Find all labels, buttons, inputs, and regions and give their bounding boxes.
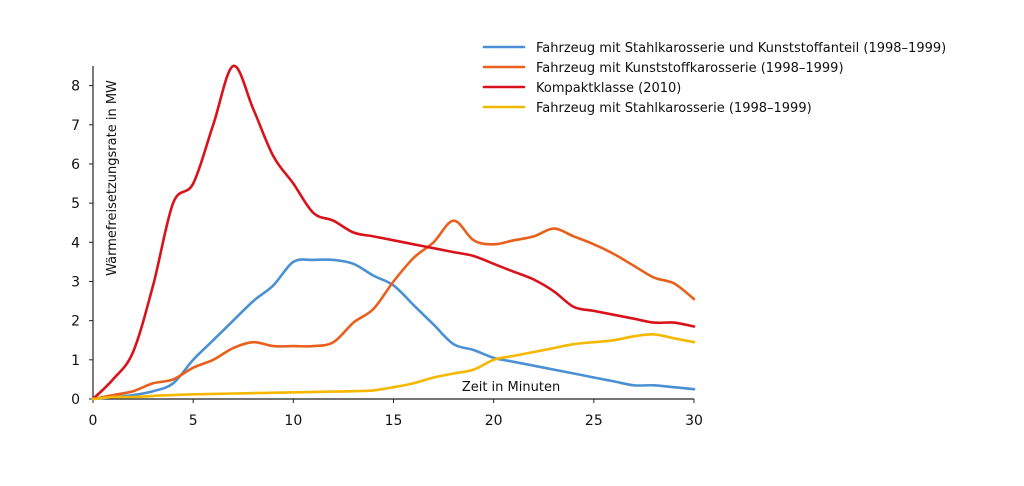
y-tick-label: 3	[71, 274, 80, 290]
y-tick-label: 8	[71, 79, 80, 95]
y-tick-label: 0	[71, 392, 80, 408]
y-tick-group: 0 1 2 3 4 5 6 7 8	[71, 79, 93, 408]
y-tick-label: 2	[71, 314, 80, 330]
y-tick-label: 1	[71, 353, 80, 369]
x-tick-label: 5	[189, 413, 198, 429]
y-tick-label: 6	[71, 157, 80, 173]
y-tick-label: 5	[71, 196, 80, 212]
orange-series-line	[91, 219, 696, 401]
x-tick-label: 30	[685, 413, 703, 429]
y-tick-label: 7	[71, 118, 80, 134]
x-axis-title: Zeit in Minuten	[462, 380, 560, 395]
blue-series-line	[91, 258, 696, 401]
legend-label: Kompaktklasse (2010)	[536, 81, 681, 96]
x-tick-label: 0	[89, 413, 98, 429]
x-tick-group: 0 5 10 15 20 25 30	[89, 399, 703, 429]
yellow-series-line	[91, 333, 696, 401]
y-tick-label: 4	[71, 235, 80, 251]
x-tick-label: 25	[585, 413, 603, 429]
x-tick-label: 15	[385, 413, 403, 429]
legend-label: Fahrzeug mit Kunststoffkarosserie (1998–…	[536, 61, 844, 76]
legend-label: Fahrzeug mit Stahlkarosserie und Kunstst…	[536, 41, 946, 56]
x-tick-label: 10	[284, 413, 302, 429]
series-group	[91, 64, 696, 401]
legend: Fahrzeug mit Stahlkarosserie und Kunstst…	[482, 41, 946, 116]
x-tick-label: 20	[485, 413, 503, 429]
legend-label: Fahrzeug mit Stahlkarosserie (1998–1999)	[536, 101, 812, 116]
y-axis-title: Wärmefreisetzungsrate in MW	[105, 80, 120, 276]
red-series-line	[91, 64, 696, 401]
